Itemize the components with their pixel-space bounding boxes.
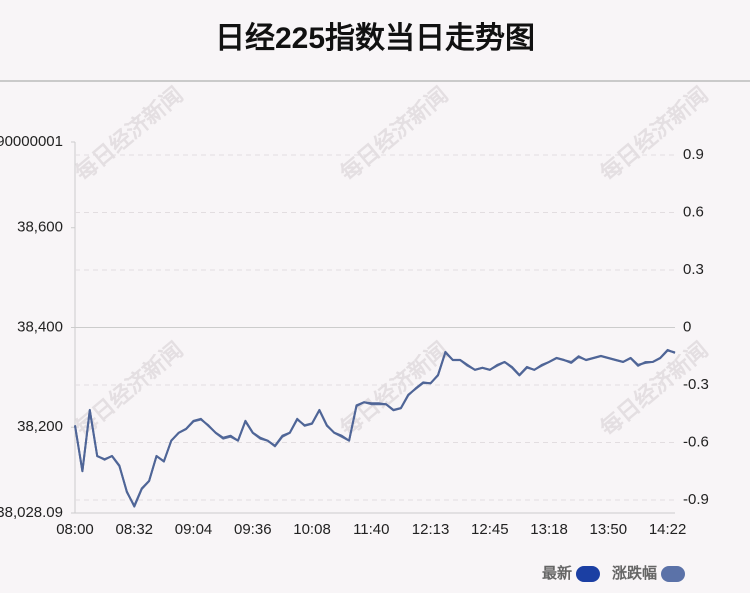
y2-tick-label: 0.9 [683,146,704,163]
y-tick-label: 38,400 [17,318,63,335]
chart-title: 日经225指数当日走势图 [215,21,535,55]
x-tick-label: 10:08 [293,521,331,538]
x-tick-label: 12:45 [471,521,509,538]
y2-tick-label: -0.3 [683,376,709,393]
x-tick-label: 08:00 [56,521,94,538]
legend-label: 涨跌幅 [612,564,657,582]
x-tick-label: 08:32 [115,521,153,538]
x-tick-label: 09:36 [234,521,272,538]
legend-swatch [575,566,600,582]
x-tick-label: 13:50 [590,521,628,538]
legend-swatch [661,566,685,582]
legend-label: 最新 [542,564,572,582]
y2-tick-label: 0.6 [683,203,704,220]
x-tick-label: 09:04 [175,521,213,538]
x-tick-label: 14:22 [649,521,687,538]
y2-tick-label: 0.3 [683,261,704,278]
y-tick-label: 38,771.90000001 [0,133,63,150]
x-tick-label: 11:40 [353,521,389,538]
y-tick-label: 38,200 [17,418,63,435]
y2-tick-label: 0 [683,318,691,335]
y2-tick-label: -0.6 [683,433,709,450]
y-tick-label: 38,028.09 [0,504,63,521]
series-line [74,348,676,508]
x-tick-label: 13:18 [530,521,568,538]
y2-tick-label: -0.9 [683,491,709,508]
y-tick-label: 38,600 [17,219,63,236]
x-tick-label: 12:13 [412,521,450,538]
